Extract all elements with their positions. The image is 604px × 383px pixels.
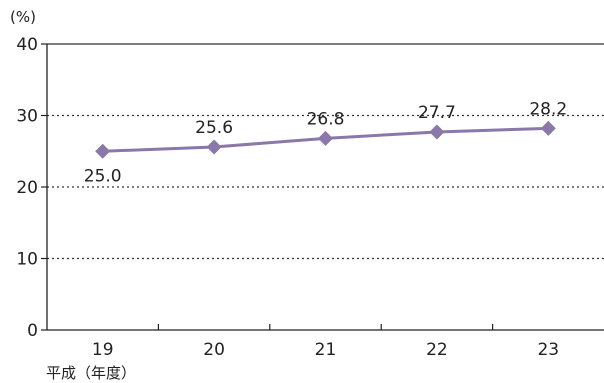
y-tick-label: 10 [16,250,38,270]
data-series [95,120,556,159]
x-tick-label: 23 [537,340,559,360]
data-label: 25.6 [195,118,233,138]
x-axis-title: 平成（年度） [46,364,136,382]
y-tick-label: 20 [16,178,38,198]
y-axis-ticks: 0 10 20 30 40 [16,35,47,341]
data-point-marker [318,130,333,146]
data-point-marker [429,124,445,140]
y-tick-label: 0 [27,321,38,341]
y-axis-unit-label: (%) [10,8,36,26]
data-label: 27.7 [418,103,456,123]
x-axis-ticks: 19 20 21 22 23 [92,324,559,360]
x-tick-label: 20 [203,340,225,360]
data-labels: 25.0 25.6 26.8 27.7 28.2 [84,99,567,186]
data-point-marker [206,139,222,155]
data-label: 28.2 [529,99,567,119]
data-label: 26.8 [307,109,345,129]
x-tick-label: 21 [315,340,337,360]
data-point-marker [95,143,111,159]
y-tick-label: 40 [16,35,38,55]
data-point-marker [540,120,556,136]
x-tick-label: 19 [92,340,114,360]
y-tick-label: 30 [16,107,38,127]
gridlines [47,43,604,260]
axes [46,44,604,331]
data-label: 25.0 [84,166,122,186]
x-tick-label: 22 [426,340,448,360]
